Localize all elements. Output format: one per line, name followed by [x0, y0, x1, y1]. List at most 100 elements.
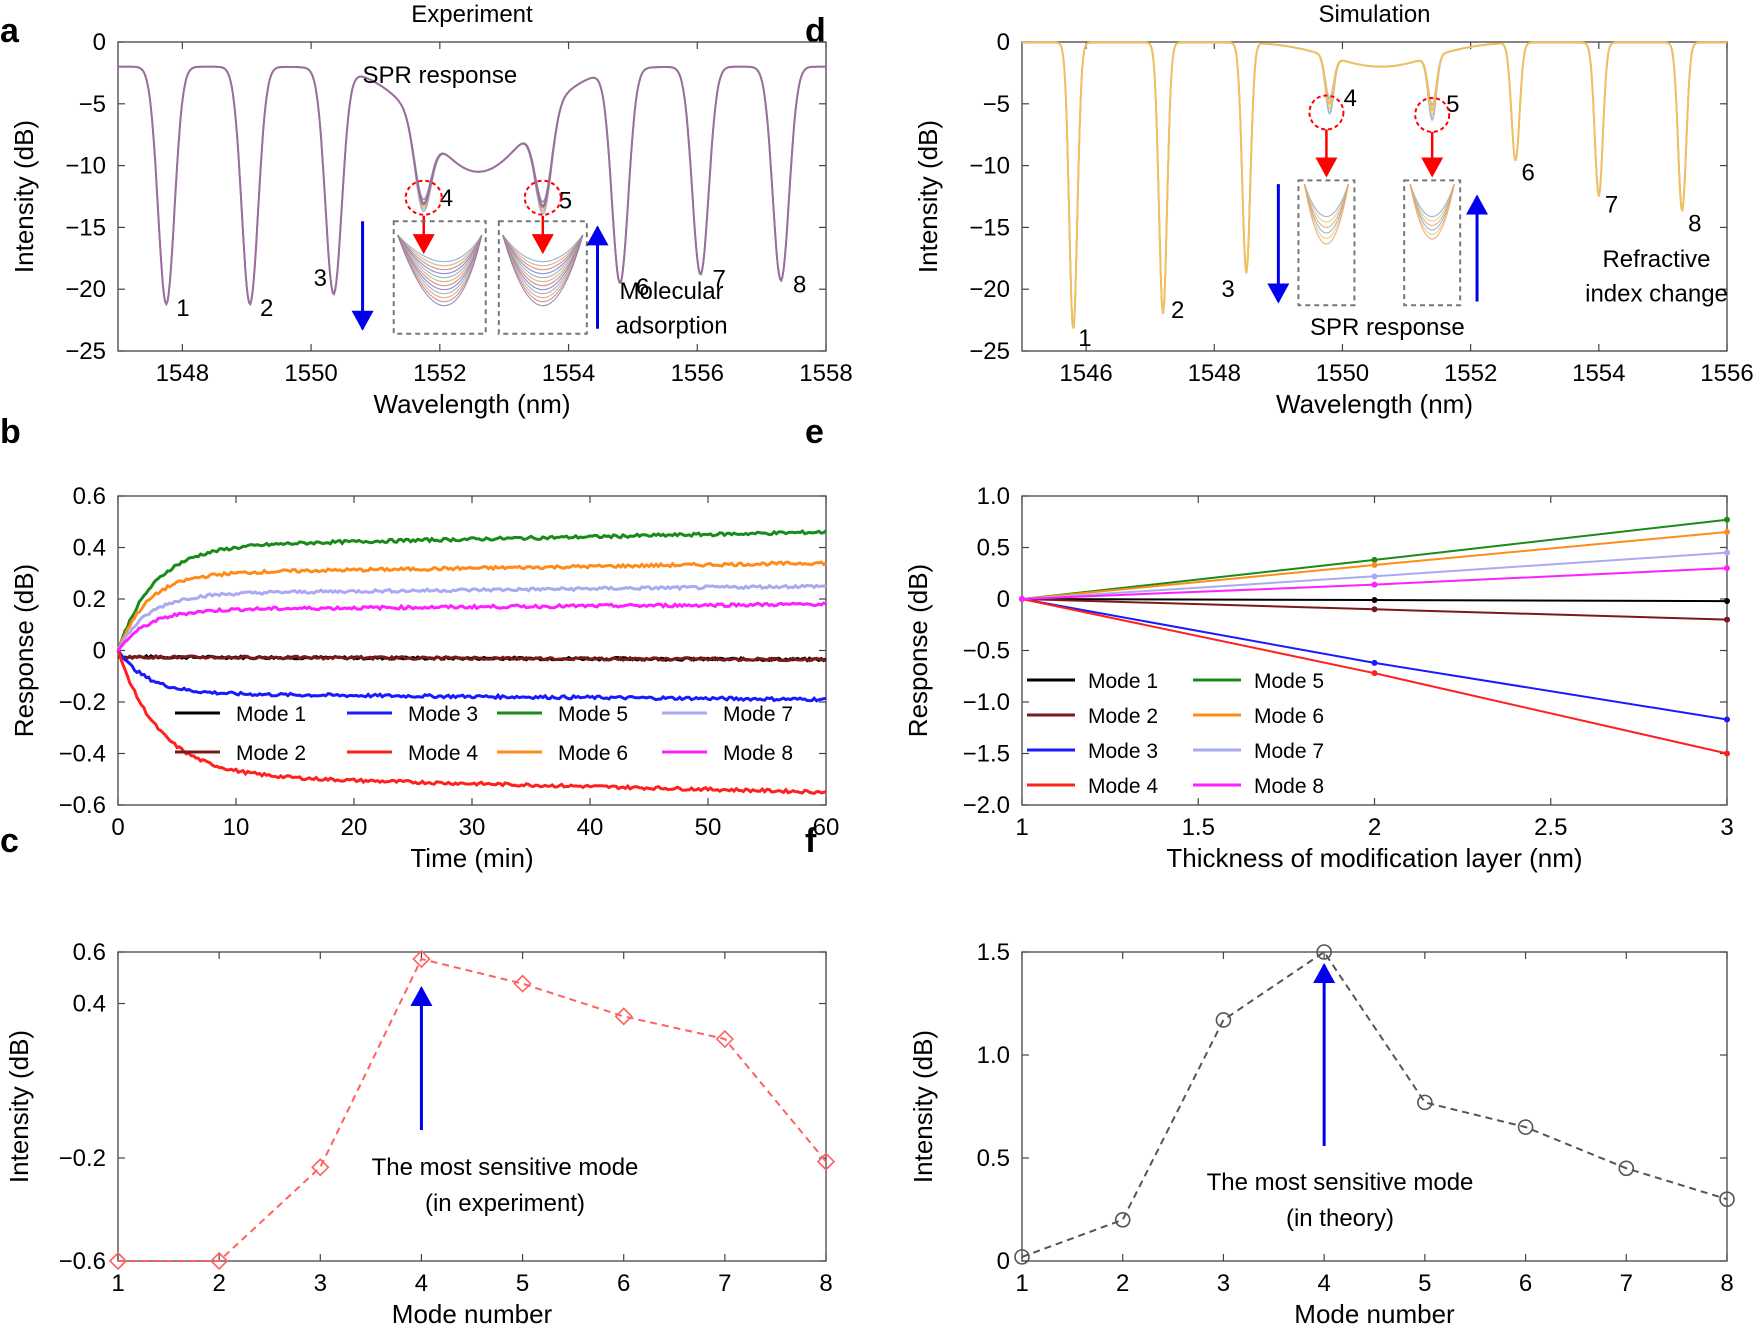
series-line-b-mode-6: [116, 560, 827, 652]
data-point-c: [614, 1007, 633, 1026]
x-tick-label-f: 8: [1720, 1270, 1733, 1297]
zoom-trace-d: [1303, 184, 1350, 239]
series-line-b-mode-2: [117, 654, 827, 663]
dip-label-d-4: 4: [1344, 85, 1357, 112]
y-axis-label-e: Response (dB): [903, 564, 933, 737]
x-tick-label-f: 6: [1519, 1270, 1532, 1297]
zoom-trace-a: [397, 234, 483, 283]
x-tick-label-f: 5: [1418, 1270, 1431, 1297]
zoom-trace-d: [1303, 184, 1350, 234]
x-tick-label-f: 2: [1116, 1270, 1129, 1297]
data-point-f: [1316, 944, 1332, 960]
data-point-e: [1371, 670, 1378, 677]
dip-label-a-8: 8: [793, 272, 806, 299]
zoom-trace-a: [397, 234, 483, 279]
y-tick-label-a: −20: [65, 276, 106, 303]
molecular-adsorption-label: Molecular: [620, 278, 724, 305]
y-tick-label-f: 0.5: [977, 1145, 1010, 1172]
down-arrow-d-head: [1267, 283, 1290, 304]
y-axis-label-b: Response (dB): [9, 564, 39, 737]
x-tick-label-e: 2.5: [1534, 814, 1567, 841]
y-tick-label-c: 0.4: [73, 991, 106, 1018]
spr-arrow-a-head: [531, 234, 554, 255]
zoom-trace-a: [397, 234, 483, 306]
spr-arrow-d-head: [1315, 157, 1338, 178]
dip-label-d-7: 7: [1605, 192, 1618, 219]
zoom-trace-a: [502, 234, 584, 283]
y-tick-label-c: −0.6: [59, 1248, 106, 1275]
spectrum-a: [118, 65, 826, 307]
y-axis-label-c: Intensity (dB): [4, 1030, 34, 1183]
legend-label-e: Mode 5: [1254, 670, 1324, 693]
y-tick-label-b: −0.2: [59, 689, 106, 716]
x-tick-label-a: 1556: [671, 360, 724, 387]
zoom-trace-a: [502, 234, 584, 275]
zoom-trace-a: [397, 234, 483, 299]
y-tick-label-b: −0.6: [59, 792, 106, 819]
up-arrow-a-head: [586, 225, 609, 246]
series-line-b-mode-8: [116, 601, 827, 652]
y-tick-label-a: 0: [93, 29, 106, 56]
dip-label-a-2: 2: [260, 295, 273, 322]
x-tick-label-b: 50: [695, 814, 722, 841]
data-point-e: [1724, 549, 1730, 556]
dip-label-a-7: 7: [712, 265, 725, 292]
y-tick-label-d: −5: [983, 91, 1010, 118]
dip-label-d-1: 1: [1078, 325, 1091, 352]
x-tick-label-b: 40: [577, 814, 604, 841]
zoom-trace-a: [502, 234, 584, 279]
most-sensitive-label-f: The most sensitive mode: [1207, 1169, 1474, 1196]
y-tick-label-e: 0.5: [977, 535, 1010, 562]
panel-letter-c: c: [0, 822, 19, 860]
zoom-trace-d: [1409, 184, 1455, 240]
x-tick-label-d: 1550: [1316, 360, 1369, 387]
x-tick-label-d: 1546: [1059, 360, 1112, 387]
y-tick-label-b: 0.6: [73, 483, 106, 510]
x-tick-label-d: 1552: [1444, 360, 1497, 387]
zoom-trace-a: [397, 234, 483, 303]
legend-label-e: Mode 3: [1088, 740, 1158, 763]
data-point-e: [1019, 596, 1025, 602]
x-tick-label-f: 1: [1015, 1270, 1028, 1297]
data-point-e: [1724, 529, 1730, 536]
spr-arrow-a-head: [412, 234, 435, 255]
dip-label-d-5: 5: [1446, 91, 1459, 118]
x-tick-label-a: 1550: [284, 360, 337, 387]
data-point-f: [1014, 1249, 1030, 1265]
x-tick-label-c: 1: [111, 1270, 124, 1297]
zoom-trace-d: [1303, 183, 1350, 229]
x-tick-label-f: 4: [1317, 1270, 1330, 1297]
most-sensitive-label-f: (in theory): [1286, 1205, 1394, 1232]
data-point-e: [1371, 556, 1378, 563]
y-tick-label-d: −15: [969, 214, 1010, 241]
x-tick-label-c: 7: [718, 1270, 731, 1297]
zoom-box-a: [497, 220, 588, 335]
x-tick-label-c: 4: [415, 1270, 428, 1297]
zoom-trace-d: [1303, 183, 1350, 223]
zoom-trace-d: [1303, 183, 1349, 217]
y-tick-label-e: 0: [997, 586, 1010, 613]
y-tick-label-d: −10: [969, 153, 1010, 180]
zoom-box-a: [392, 220, 487, 335]
data-point-f: [1517, 1119, 1534, 1135]
plot-frame-d: [1021, 41, 1728, 352]
zoom-trace-a: [397, 234, 483, 287]
zoom-trace-a: [502, 234, 584, 263]
data-point-e: [1724, 616, 1730, 623]
x-axis-label-f: Mode number: [1294, 1299, 1455, 1329]
legend-label-b: Mode 5: [558, 703, 628, 726]
zoom-trace-a: [397, 234, 483, 295]
panel-letter-a: a: [0, 12, 20, 50]
data-point-e: [1371, 573, 1378, 580]
x-axis-label-b: Time (min): [410, 843, 533, 873]
data-point-c: [412, 949, 431, 969]
zoom-trace-a: [502, 234, 584, 287]
y-tick-label-f: 1.5: [977, 939, 1010, 966]
most-sensitive-arrow-c-head: [410, 986, 433, 1006]
zoom-trace-a: [502, 234, 584, 291]
x-tick-label-f: 7: [1620, 1270, 1633, 1297]
spr-response-label-d: SPR response: [1310, 314, 1465, 341]
series-line-b-mode-7: [116, 583, 827, 652]
most-sensitive-arrow-f-head: [1313, 963, 1336, 983]
chart-title-d: Simulation: [1318, 1, 1430, 28]
